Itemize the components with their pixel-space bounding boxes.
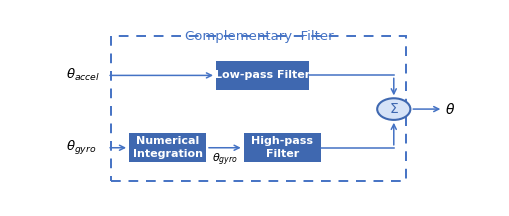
Ellipse shape	[377, 98, 410, 120]
Bar	[215, 61, 308, 90]
Text: Low-pass Filter: Low-pass Filter	[214, 70, 309, 80]
Text: $\theta$: $\theta$	[444, 102, 455, 117]
Bar	[129, 133, 206, 162]
Text: $\theta_{gyro}$: $\theta_{gyro}$	[211, 151, 237, 168]
Text: Numerical
Integration: Numerical Integration	[132, 136, 202, 159]
Bar	[111, 36, 405, 181]
Text: High-pass
Filter: High-pass Filter	[250, 136, 313, 159]
Text: $\theta_{accel}$: $\theta_{accel}$	[66, 67, 100, 83]
Bar	[243, 133, 320, 162]
Text: $\Sigma$: $\Sigma$	[388, 102, 398, 116]
Text: $\theta_{gyro}$: $\theta_{gyro}$	[66, 139, 96, 157]
Text: Complementary  Filter: Complementary Filter	[185, 30, 333, 43]
